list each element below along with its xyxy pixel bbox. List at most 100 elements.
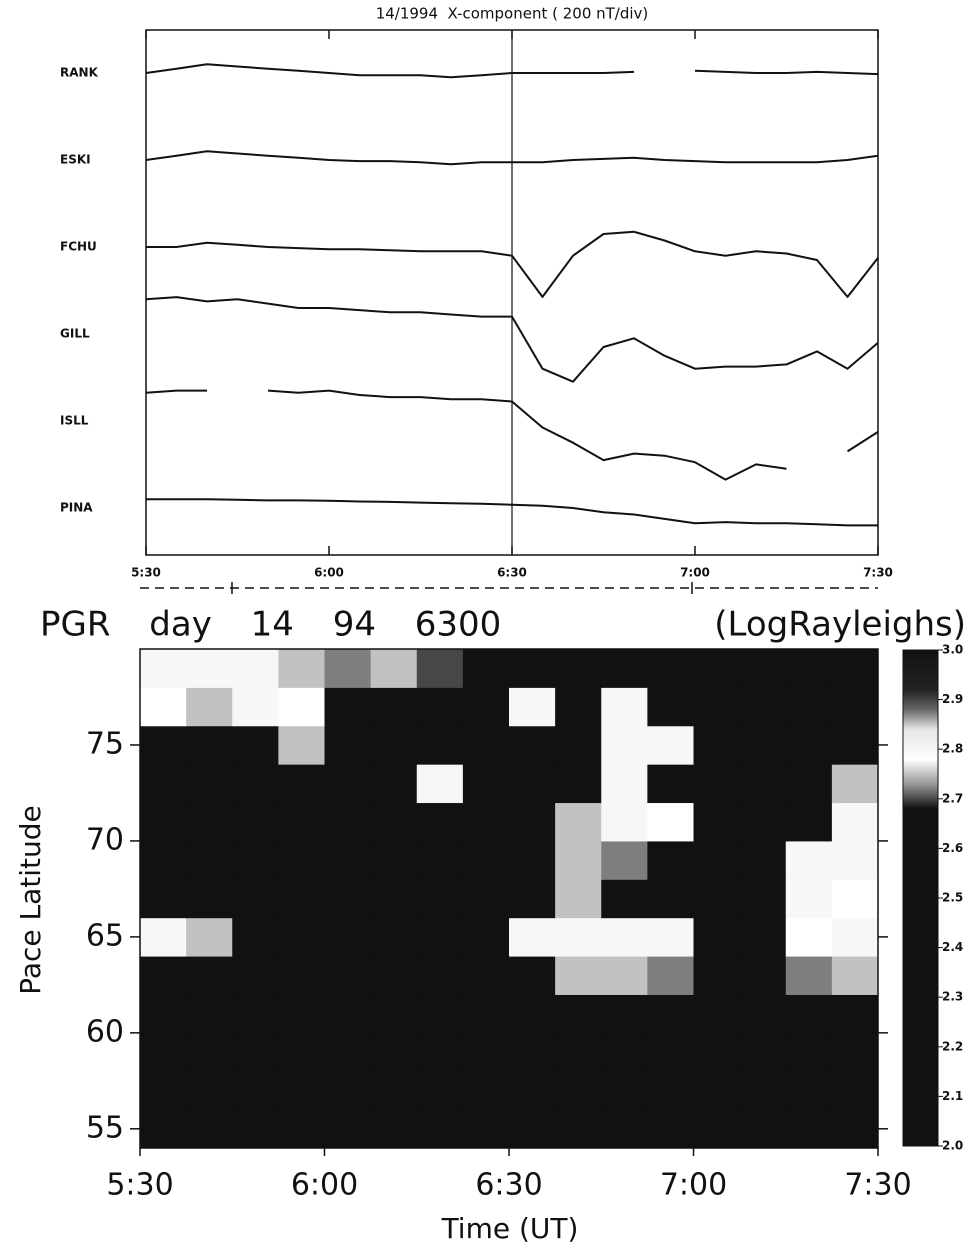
heat-cell — [694, 687, 741, 726]
heat-cell — [694, 994, 741, 1033]
heat-cell — [832, 1110, 879, 1149]
heat-cell — [186, 879, 233, 918]
heat-cell — [694, 649, 741, 688]
heat-cell — [832, 1033, 879, 1072]
heat-cell — [555, 764, 602, 803]
station-label: FCHU — [60, 240, 97, 254]
heat-cell — [740, 1110, 787, 1149]
heat-cell — [278, 687, 325, 726]
x-tick-label: 5:30 — [131, 566, 161, 580]
heat-cell — [601, 956, 648, 995]
y-tick-label: 70 — [86, 822, 124, 857]
heat-cell — [140, 994, 187, 1033]
heat-cell — [509, 649, 556, 688]
heat-cell — [740, 994, 787, 1033]
heat-cell — [555, 649, 602, 688]
heat-cell — [509, 994, 556, 1033]
heat-cell — [740, 726, 787, 765]
colorbar-tick-label: 2.0 — [942, 1139, 963, 1153]
heat-cell — [694, 956, 741, 995]
heat-cell — [555, 1071, 602, 1110]
heat-cell — [417, 687, 464, 726]
heat-cell — [463, 649, 510, 688]
heat-cell — [371, 764, 418, 803]
heat-cell — [278, 1071, 325, 1110]
heat-cell — [186, 1033, 233, 1072]
heat-cell — [278, 726, 325, 765]
heat-cell — [371, 918, 418, 957]
heat-cell — [232, 1110, 279, 1149]
heat-cell — [140, 649, 187, 688]
heat-cell — [278, 994, 325, 1033]
heat-cell — [417, 1071, 464, 1110]
heat-cell — [509, 1110, 556, 1149]
heat-cell — [325, 879, 372, 918]
heat-cell — [555, 918, 602, 957]
x-tick-label: 7:30 — [844, 1168, 911, 1203]
heat-cell — [325, 649, 372, 688]
heat-cell — [140, 726, 187, 765]
heat-cell — [278, 1110, 325, 1149]
heat-cell — [325, 803, 372, 842]
x-tick-label: 6:30 — [497, 566, 527, 580]
heat-cell — [786, 1033, 833, 1072]
heat-cell — [140, 1110, 187, 1149]
heat-cell — [186, 726, 233, 765]
heat-cell — [601, 994, 648, 1033]
heat-cell — [509, 764, 556, 803]
heat-cell — [140, 879, 187, 918]
heat-cell — [463, 994, 510, 1033]
heat-cell — [140, 956, 187, 995]
heat-cell — [463, 764, 510, 803]
heat-cell — [325, 841, 372, 880]
heat-cell — [278, 841, 325, 880]
heat-cell — [371, 841, 418, 880]
heat-cell — [325, 764, 372, 803]
heat-cell — [509, 879, 556, 918]
heat-cell — [371, 1071, 418, 1110]
x-tick-label: 7:00 — [660, 1168, 727, 1203]
heat-cell — [186, 994, 233, 1033]
heat-cell — [832, 918, 879, 957]
heat-cell — [832, 956, 879, 995]
heat-cell — [509, 1033, 556, 1072]
heat-cell — [140, 764, 187, 803]
heat-cell — [186, 649, 233, 688]
heat-cell — [740, 1071, 787, 1110]
heat-cell — [325, 956, 372, 995]
heat-cell — [786, 879, 833, 918]
heat-cell — [278, 649, 325, 688]
heat-cell — [786, 956, 833, 995]
heat-cell — [555, 1033, 602, 1072]
heat-cell — [278, 956, 325, 995]
chart-title: PGR day 14 94 6300 — [40, 605, 501, 645]
heat-cell — [186, 841, 233, 880]
heat-cell — [140, 687, 187, 726]
heat-cell — [832, 764, 879, 803]
station-label: RANK — [60, 66, 99, 80]
heat-cell — [463, 918, 510, 957]
heat-cell — [740, 956, 787, 995]
x-tick-label: 6:00 — [314, 566, 344, 580]
station-label: GILL — [60, 327, 90, 341]
heat-cell — [786, 803, 833, 842]
heat-cell — [647, 1033, 694, 1072]
heat-cell — [186, 803, 233, 842]
heat-cell — [740, 649, 787, 688]
heat-cell — [832, 841, 879, 880]
heat-cell — [832, 687, 879, 726]
heat-cell — [140, 803, 187, 842]
heat-cell — [740, 764, 787, 803]
heat-cell — [232, 764, 279, 803]
heat-cell — [740, 918, 787, 957]
heat-cell — [232, 918, 279, 957]
heat-cell — [371, 956, 418, 995]
heat-cell — [186, 764, 233, 803]
heat-cell — [371, 1110, 418, 1149]
colorbar-tick-label: 2.5 — [942, 891, 963, 905]
colorbar-tick-label: 2.7 — [942, 791, 963, 805]
heat-cell — [601, 1071, 648, 1110]
heat-cell — [417, 803, 464, 842]
